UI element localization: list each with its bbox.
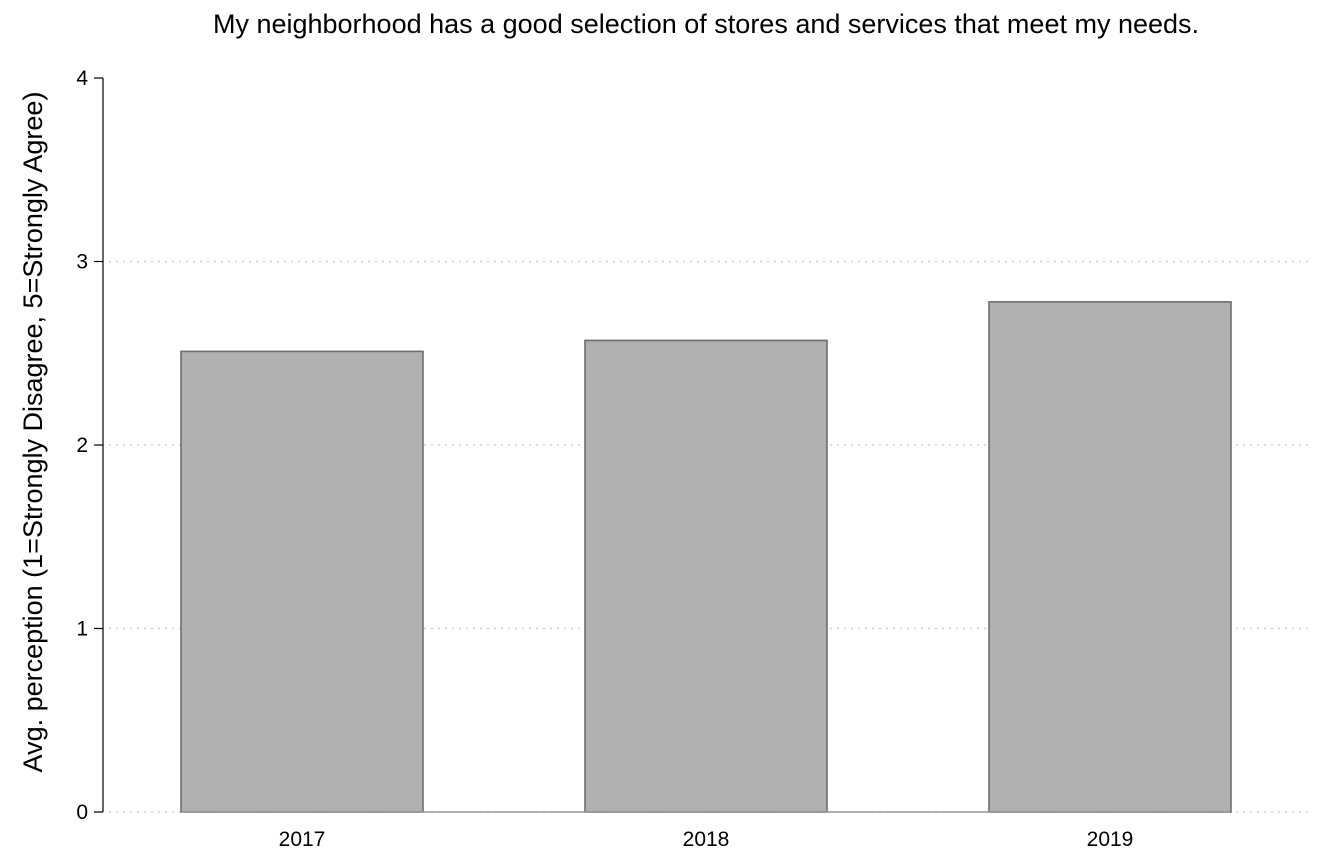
bar-2019 <box>988 301 1232 813</box>
bar-2017 <box>180 350 424 813</box>
x-tick-labels: 2017 2018 2019 <box>279 828 1134 851</box>
y-tick-label: 1 <box>76 618 88 641</box>
y-tick-label: 0 <box>76 801 88 824</box>
y-tick-label: 2 <box>76 434 88 457</box>
bar-2018 <box>584 339 828 813</box>
y-tick-label: 4 <box>76 67 88 90</box>
chart-title: My neighborhood has a good selection of … <box>213 9 1199 39</box>
y-tick-labels: 0 1 2 3 4 <box>76 67 88 824</box>
y-tick-label: 3 <box>76 251 88 274</box>
x-tick-label: 2018 <box>683 828 730 851</box>
bars <box>180 301 1232 813</box>
y-axis <box>94 77 1230 813</box>
y-axis-label: Avg. perception (1=Strongly Disagree, 5=… <box>18 92 48 773</box>
x-tick-label: 2019 <box>1087 828 1134 851</box>
x-tick-label: 2017 <box>279 828 326 851</box>
